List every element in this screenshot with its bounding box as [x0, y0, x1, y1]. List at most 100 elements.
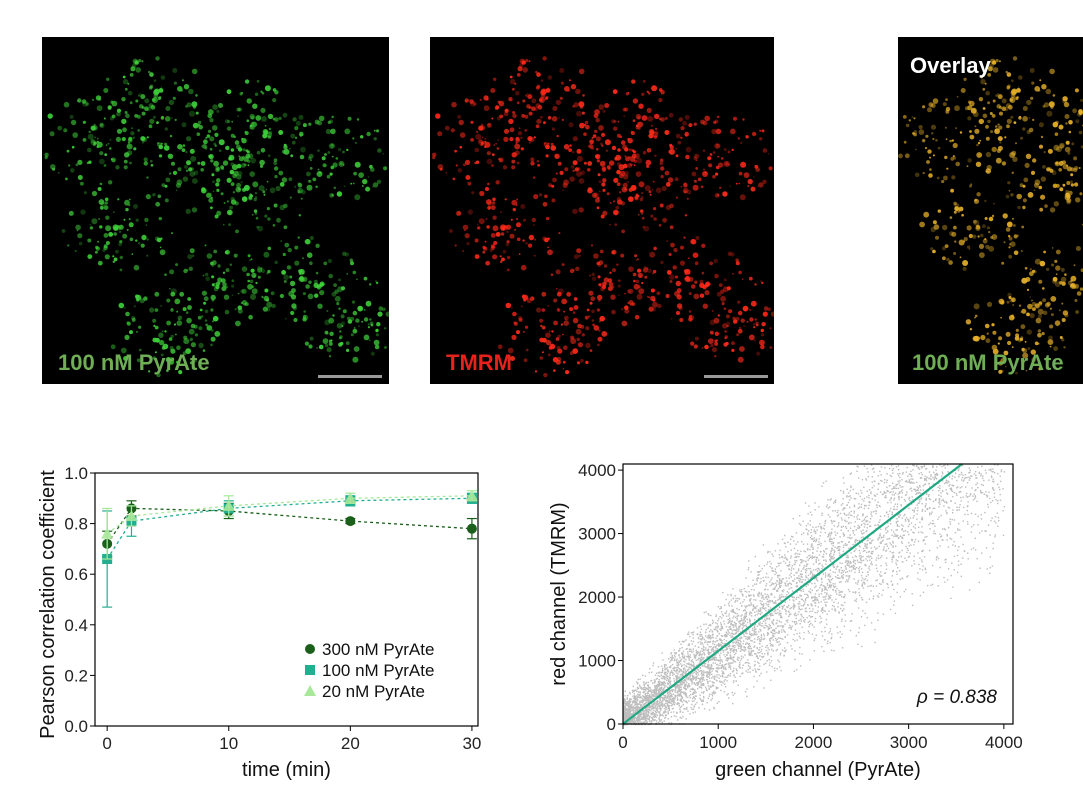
scatter-point: [624, 716, 626, 718]
scatter-point: [734, 676, 736, 678]
scatter-point: [623, 722, 625, 725]
scatter-point: [702, 676, 705, 678]
scatter-point: [685, 718, 687, 720]
scatter-point: [683, 681, 685, 684]
y-tick-label: 0.6: [64, 565, 88, 584]
scatter-point: [640, 704, 642, 707]
scatter-point: [663, 672, 666, 674]
scatter-point: [628, 714, 631, 716]
scatter-point: [649, 723, 652, 725]
scatter-point: [872, 539, 874, 541]
scatter-point: [630, 719, 632, 721]
scatter-point: [880, 575, 883, 577]
scatter-point: [647, 684, 649, 686]
scatter-point: [860, 574, 863, 577]
scatter-point: [644, 705, 647, 708]
scatter-point: [833, 551, 835, 554]
scatter-point: [695, 673, 698, 676]
scatter-point: [886, 479, 888, 481]
scatter-point: [656, 696, 658, 698]
scatter-point: [642, 714, 645, 716]
scatter-point: [890, 507, 892, 510]
scatter-point: [829, 506, 831, 508]
scatter-point: [791, 565, 793, 567]
scatter-point: [763, 637, 765, 640]
scatter-point: [848, 541, 850, 543]
scatter-point: [890, 497, 892, 499]
scatter-point: [690, 706, 692, 709]
scatter-point: [650, 720, 652, 722]
scatter-point: [896, 503, 899, 505]
scatter-point: [722, 672, 724, 674]
scatter-point: [724, 683, 726, 685]
scatter-point: [801, 560, 803, 562]
scatter-point: [898, 495, 900, 498]
scatter-point: [743, 650, 746, 652]
scatter-point: [625, 722, 628, 724]
scatter-point: [647, 704, 650, 706]
scatter-point: [744, 617, 747, 619]
scatter-point: [690, 680, 693, 682]
scatter-point: [686, 662, 688, 665]
scatter-point: [689, 650, 691, 652]
scatter-point: [921, 550, 923, 553]
scatter-point: [666, 679, 668, 682]
scatter-point: [964, 513, 966, 516]
scatter-point: [688, 643, 690, 645]
scatter-point: [897, 480, 899, 482]
scatter-point: [695, 659, 697, 661]
scatter-point: [899, 476, 901, 479]
scatter-point: [760, 640, 762, 642]
scatter-point: [806, 581, 808, 584]
scatter-point: [757, 594, 759, 596]
scatter-point: [813, 639, 815, 642]
scatter-point: [653, 692, 655, 694]
scatter-point: [892, 570, 894, 573]
scatter-point: [758, 622, 760, 625]
scatter-point: [750, 653, 752, 655]
scatter-point: [693, 691, 695, 694]
scatter-point: [719, 616, 721, 618]
scatter-point: [848, 536, 851, 539]
scatter-point: [879, 534, 881, 537]
scatter-point: [903, 515, 905, 517]
scatter-point: [938, 499, 941, 501]
scatter-point: [697, 657, 700, 660]
scatter-point: [677, 661, 679, 664]
scatter-point: [676, 677, 678, 680]
scatter-point: [707, 649, 709, 652]
scatter-point: [897, 473, 899, 475]
scatter-point: [635, 710, 637, 712]
scatter-point: [648, 687, 650, 689]
scatter-point: [786, 594, 788, 596]
scatter-point: [755, 631, 757, 633]
scatter-point: [698, 654, 701, 657]
scatter-point: [644, 696, 646, 699]
scatter-point: [727, 622, 729, 624]
scatter-point: [925, 467, 928, 470]
scatter-point: [650, 716, 653, 719]
scatter-point: [857, 607, 860, 609]
scatter-point: [857, 524, 859, 527]
scatter-point: [625, 701, 627, 703]
scatter-point: [731, 611, 734, 613]
scatter-point: [859, 506, 861, 508]
scatter-point: [911, 539, 914, 541]
scatter-point: [857, 466, 859, 468]
scatter-point: [708, 653, 710, 655]
scatter-point: [680, 669, 682, 671]
scatter-point: [657, 682, 660, 684]
scatter-point: [635, 718, 638, 720]
scatter-point: [762, 597, 764, 599]
scatter-point: [667, 707, 669, 710]
scatter-point: [683, 687, 685, 690]
scatter-point: [841, 591, 843, 593]
scatter-point: [667, 705, 670, 707]
scatter-point: [632, 711, 635, 713]
scatter-point: [819, 615, 821, 617]
scatter-point: [726, 676, 728, 679]
scatter-point: [643, 715, 646, 717]
scatter-point: [763, 687, 765, 689]
scatter-point: [932, 507, 934, 510]
scatter-point: [979, 567, 981, 569]
